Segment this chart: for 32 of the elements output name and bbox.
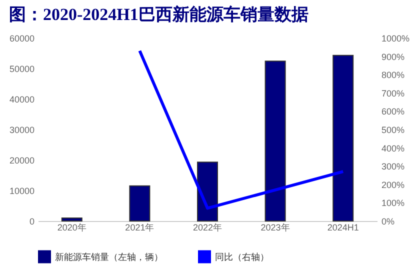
y-tick-label: 10000	[9, 186, 34, 196]
bar	[61, 217, 82, 222]
x-tick-label: 2020年	[57, 222, 86, 232]
y2-tick-label: 200%	[382, 180, 405, 190]
y2-tick-label: 1000%	[382, 34, 410, 44]
y2-tick-label: 100%	[382, 198, 405, 208]
y-tick-label: 40000	[9, 94, 34, 104]
y-tick-label: 60000	[9, 34, 34, 44]
x-tick-label: 2023年	[260, 222, 290, 232]
y2-tick-label: 400%	[382, 143, 405, 154]
bar	[264, 60, 286, 222]
y-tick-label: 50000	[9, 64, 34, 74]
y-tick-label: 0	[29, 216, 34, 226]
y-tick-label: 30000	[9, 125, 34, 135]
y2-tick-label: 600%	[382, 106, 405, 117]
bar	[129, 185, 150, 222]
y2-tick-label: 300%	[382, 162, 405, 172]
y2-tick-label: 800%	[382, 70, 405, 80]
y2-tick-label: 500%	[382, 125, 405, 135]
line-series	[138, 49, 345, 210]
bar	[332, 54, 354, 222]
chart-title: 图：2020-2024H1巴西新能源车销量数据	[8, 5, 308, 24]
legend-label: 同比（右轴）	[215, 252, 269, 262]
x-tick-label: 2024H1	[327, 222, 359, 232]
y-tick-label: 20000	[9, 156, 34, 166]
y2-tick-label: 900%	[382, 52, 405, 62]
y2-tick-label: 700%	[382, 88, 405, 98]
bar	[197, 162, 218, 222]
legend-label: 新能源车销量（左轴，辆）	[55, 252, 163, 262]
x-tick-label: 2022年	[192, 222, 222, 232]
y2-tick-label: 0%	[382, 216, 395, 226]
x-tick-label: 2021年	[125, 222, 154, 232]
